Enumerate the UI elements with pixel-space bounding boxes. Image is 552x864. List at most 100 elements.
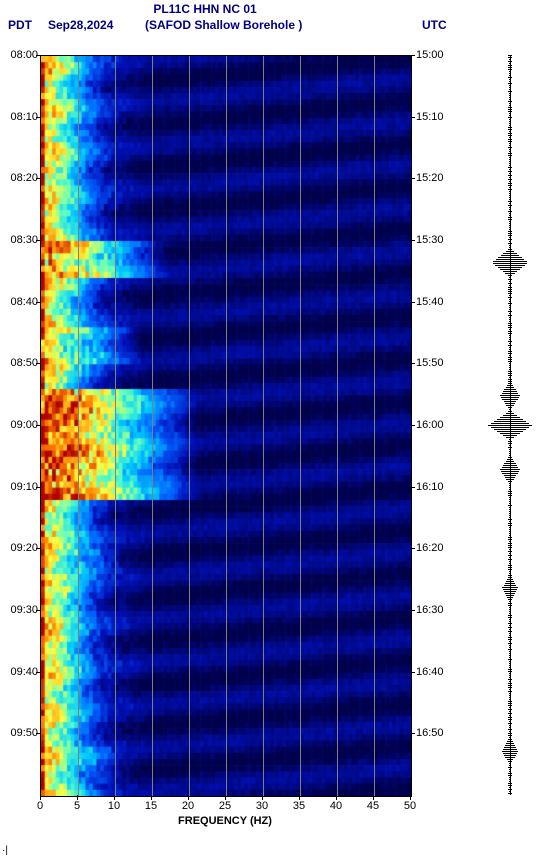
waveform-sample: [509, 695, 511, 696]
waveform-sample: [509, 215, 512, 216]
y-tick-right: 15:50: [416, 357, 450, 369]
waveform-sample: [508, 109, 511, 110]
waveform-sample: [509, 737, 511, 738]
waveform-sample: [508, 775, 512, 776]
waveform-sample: [508, 291, 511, 292]
waveform-sample: [494, 421, 526, 422]
tz-left-label: PDT: [8, 18, 32, 32]
waveform-sample: [502, 399, 517, 400]
waveform-trace: [490, 55, 530, 795]
waveform-sample: [509, 237, 511, 238]
waveform-sample: [508, 627, 512, 628]
waveform-sample: [509, 727, 512, 728]
waveform-sample: [509, 299, 512, 300]
waveform-sample: [493, 263, 527, 264]
waveform-sample: [507, 459, 513, 460]
waveform-sample: [508, 345, 511, 346]
waveform-sample: [502, 473, 517, 474]
waveform-sample: [493, 261, 526, 262]
waveform-sample: [509, 715, 511, 716]
waveform-sample: [509, 655, 511, 656]
footer-mark: ·|: [2, 845, 8, 856]
waveform-sample: [508, 691, 512, 692]
waveform-sample: [508, 643, 512, 644]
waveform-sample: [509, 699, 512, 700]
waveform-sample: [509, 209, 511, 210]
waveform-sample: [508, 77, 512, 78]
waveform-sample: [508, 411, 511, 412]
waveform-sample: [509, 79, 512, 80]
waveform-sample: [509, 409, 511, 410]
waveform-sample: [509, 97, 511, 98]
waveform-sample: [509, 247, 512, 248]
y-tick-right: 16:00: [416, 419, 450, 431]
waveform-sample: [509, 557, 511, 558]
waveform-sample: [508, 687, 512, 688]
waveform-sample: [508, 599, 512, 600]
x-tick: 35: [289, 800, 309, 812]
waveform-sample: [507, 579, 513, 580]
waveform-sample: [508, 559, 512, 560]
waveform-sample: [508, 649, 511, 650]
waveform-sample: [508, 443, 512, 444]
waveform-sample: [509, 765, 512, 766]
grid-line: [374, 56, 375, 796]
x-tick: 30: [252, 800, 272, 812]
waveform-sample: [508, 341, 512, 342]
waveform-sample: [508, 789, 512, 790]
waveform-sample: [508, 283, 511, 284]
waveform-sample: [498, 257, 521, 258]
waveform-sample: [509, 207, 511, 208]
waveform-sample: [509, 487, 511, 488]
waveform-sample: [508, 505, 511, 506]
waveform-sample: [509, 355, 511, 356]
waveform-sample: [508, 519, 511, 520]
waveform-sample: [503, 749, 517, 750]
waveform-sample: [508, 327, 511, 328]
waveform-sample: [509, 187, 511, 188]
waveform-sample: [508, 457, 511, 458]
waveform-sample: [509, 181, 511, 182]
x-tick: 20: [178, 800, 198, 812]
waveform-sample: [509, 503, 511, 504]
waveform-sample: [509, 787, 512, 788]
waveform-sample: [509, 309, 511, 310]
waveform-sample: [509, 137, 511, 138]
waveform-sample: [503, 589, 518, 590]
y-tick-right: 16:50: [416, 727, 450, 739]
waveform-sample: [506, 437, 514, 438]
waveform-sample: [507, 597, 513, 598]
waveform-sample: [509, 445, 511, 446]
waveform-sample: [509, 335, 512, 336]
waveform-sample: [508, 537, 512, 538]
waveform-sample: [507, 759, 514, 760]
waveform-sample: [508, 357, 512, 358]
waveform-sample: [509, 203, 511, 204]
waveform-sample: [508, 703, 511, 704]
x-tick: 40: [326, 800, 346, 812]
waveform-sample: [506, 413, 514, 414]
waveform-sample: [508, 761, 513, 762]
waveform-sample: [509, 347, 511, 348]
waveform-sample: [508, 375, 512, 376]
waveform-sample: [508, 211, 511, 212]
y-tick-left: 09:10: [2, 481, 38, 493]
waveform-sample: [509, 549, 512, 550]
waveform-sample: [509, 693, 511, 694]
waveform-sample: [495, 265, 524, 266]
waveform-sample: [505, 477, 515, 478]
waveform-sample: [509, 483, 512, 484]
waveform-sample: [509, 509, 511, 510]
y-tick-right: 16:10: [416, 481, 450, 493]
waveform-sample: [508, 127, 512, 128]
y-tick-left: 09:40: [2, 666, 38, 678]
waveform-sample: [509, 85, 511, 86]
waveform-sample: [509, 369, 511, 370]
waveform-sample: [508, 603, 511, 604]
waveform-sample: [500, 433, 520, 434]
waveform-sample: [508, 133, 512, 134]
y-tick-left: 08:10: [2, 111, 38, 123]
waveform-sample: [509, 221, 511, 222]
waveform-sample: [501, 255, 519, 256]
waveform-sample: [503, 753, 516, 754]
